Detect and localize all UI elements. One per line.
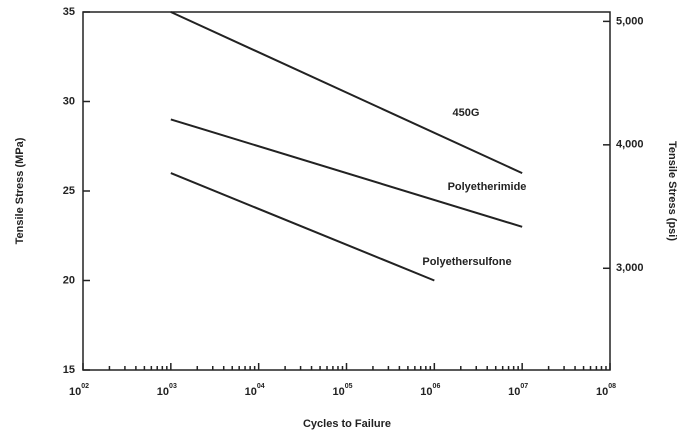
y-axis-title: Tensile Stress (MPa) (14, 137, 26, 244)
x-tick-exponent: 03 (169, 383, 177, 390)
x-tick-exponent: 08 (608, 383, 616, 390)
x-tick-base: 10 (157, 386, 169, 398)
x-tick-base: 10 (69, 386, 81, 398)
y-tick-label: 15 (63, 364, 75, 376)
y-tick-label: 20 (63, 274, 75, 286)
x-tick-label: 1007 (508, 383, 528, 398)
x-tick-exponent: 06 (433, 383, 441, 390)
x-axis-title: Cycles to Failure (303, 418, 391, 430)
x-tick-label: 1002 (69, 383, 89, 398)
y2-axis-title: Tensile Stress (psi) (666, 141, 678, 241)
series-line (170, 118, 523, 228)
x-tick-label: 1008 (596, 383, 616, 398)
x-tick-base: 10 (420, 386, 432, 398)
x-tick-base: 10 (508, 386, 520, 398)
y2-tick-label: 5,000 (616, 15, 644, 27)
y-tick-label: 25 (63, 185, 75, 197)
series-line (170, 11, 523, 175)
series-label: Polyetherimide (448, 181, 527, 193)
x-tick-label: 1006 (420, 383, 440, 398)
x-tick-exponent: 04 (257, 383, 265, 390)
y2-tick-label: 4,000 (616, 139, 644, 151)
series-line (170, 172, 435, 282)
plot-frame (82, 11, 611, 371)
x-tick-exponent: 05 (345, 383, 353, 390)
x-tick-label: 1004 (245, 383, 265, 398)
series-label: Polyethersulfone (422, 256, 511, 268)
x-tick-base: 10 (245, 386, 257, 398)
x-tick-label: 1003 (157, 383, 177, 398)
y-tick-label: 35 (63, 6, 75, 18)
x-tick-base: 10 (332, 386, 344, 398)
series-label: 450G (453, 107, 480, 119)
x-tick-base: 10 (596, 386, 608, 398)
y-tick-label: 30 (63, 95, 75, 107)
x-tick-label: 1005 (332, 383, 352, 398)
x-tick-exponent: 07 (520, 383, 528, 390)
y2-tick-label: 3,000 (616, 262, 644, 274)
x-tick-exponent: 02 (81, 383, 89, 390)
